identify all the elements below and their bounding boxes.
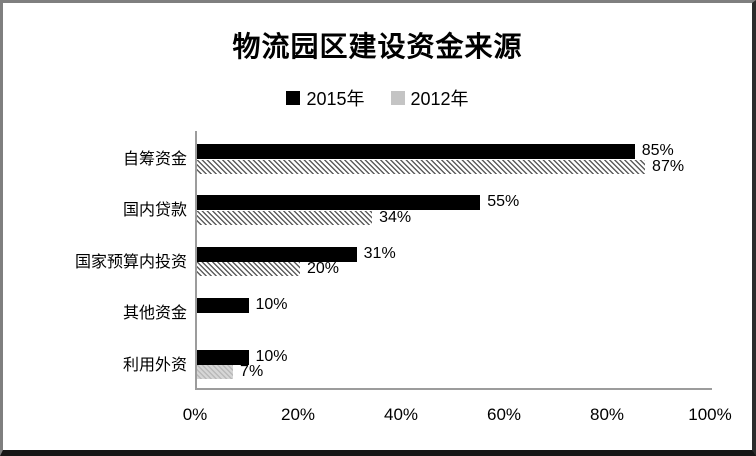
legend-swatch-2012-icon <box>390 91 405 105</box>
legend-item-2015: 2015年 <box>286 85 365 111</box>
legend-label-2012: 2012年 <box>410 89 469 109</box>
x-tick-label: 0% <box>182 405 208 424</box>
bar <box>197 210 373 225</box>
bar <box>197 246 357 262</box>
bar <box>197 365 234 380</box>
value-label: 55% <box>487 193 520 211</box>
legend-item-2012: 2012年 <box>390 85 469 111</box>
bar <box>197 159 646 174</box>
legend: 2015年 2012年 <box>3 85 752 111</box>
value-label: 7% <box>240 363 264 381</box>
bar <box>197 262 300 277</box>
chart-title: 物流园区建设资金来源 <box>232 30 523 63</box>
bar <box>197 195 481 211</box>
bar <box>197 349 249 365</box>
x-tick-label: 60% <box>486 405 522 424</box>
x-tick-label: 40% <box>383 405 419 424</box>
category-label: 国家预算内投资 <box>74 251 187 271</box>
category-label: 自筹资金 <box>122 149 187 168</box>
value-label: 34% <box>379 208 412 226</box>
x-tick-label: 20% <box>280 405 316 424</box>
plot-area: 85% 87% 55% 34% 31% 20% 10% 10% 7% <box>195 131 712 390</box>
bar <box>197 298 249 314</box>
category-label: 国内贷款 <box>122 200 187 220</box>
category-label: 利用外资 <box>122 354 187 374</box>
value-label: 87% <box>652 157 685 175</box>
legend-label-2015: 2015年 <box>306 89 365 109</box>
bar <box>197 144 635 159</box>
category-label: 其他资金 <box>122 303 187 323</box>
value-label: 10% <box>255 296 288 314</box>
value-label: 20% <box>307 260 340 278</box>
value-label: 10% <box>255 347 288 365</box>
value-label: 31% <box>363 244 396 262</box>
x-tick-label: 100% <box>688 405 732 424</box>
x-tick-label: 80% <box>589 405 625 424</box>
legend-swatch-2015-icon <box>286 91 301 105</box>
value-label: 85% <box>641 142 674 159</box>
